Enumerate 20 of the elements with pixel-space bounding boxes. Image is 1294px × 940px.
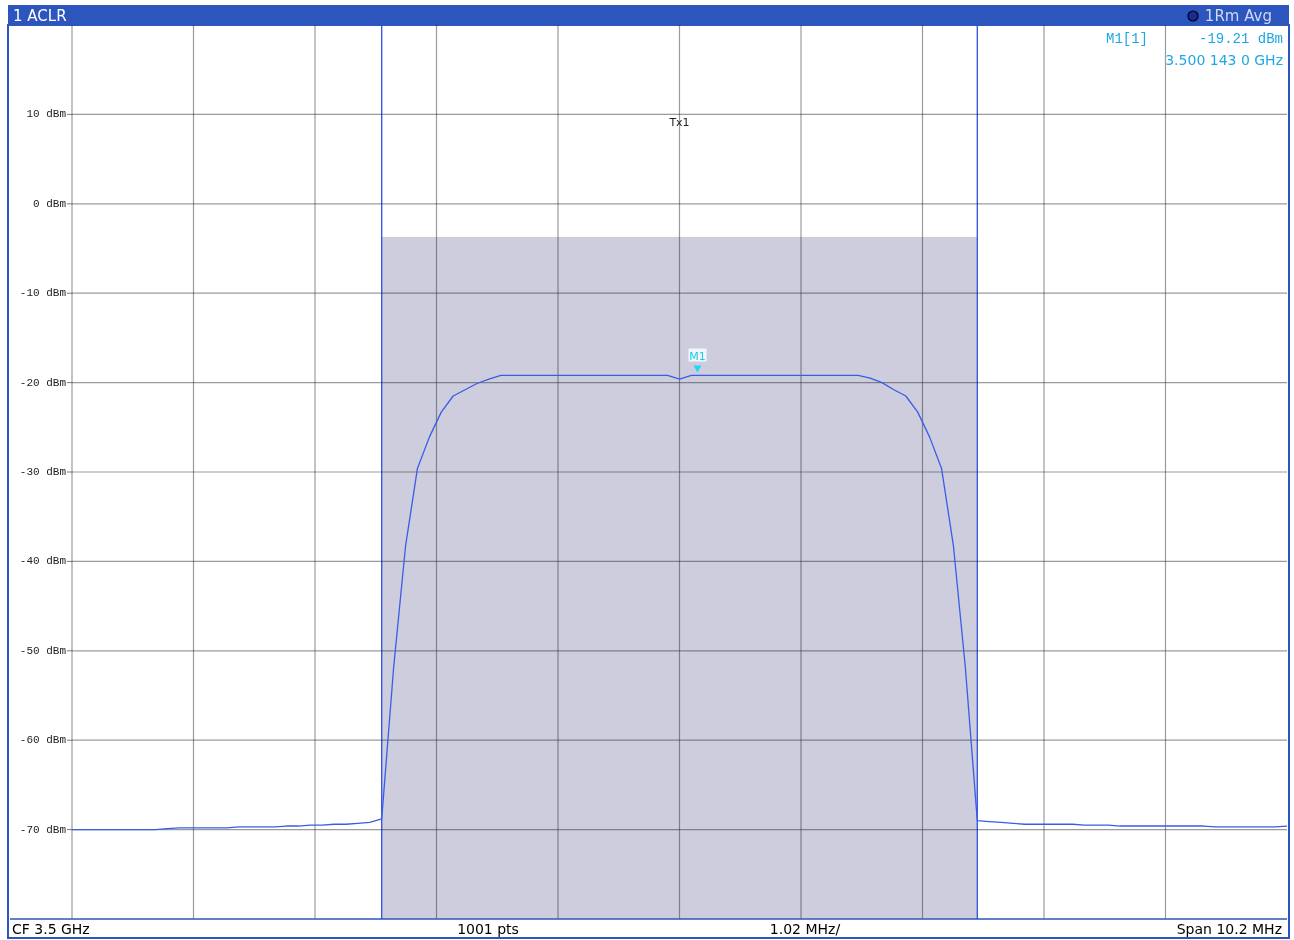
y-tick-label: -30 dBm bbox=[19, 466, 67, 478]
y-tick-label: -10 dBm bbox=[19, 287, 67, 300]
y-tick-label: -60 dBm bbox=[19, 734, 67, 747]
y-tick-label: -20 dBm bbox=[19, 376, 67, 389]
y-tick-label: 10 dBm bbox=[26, 108, 67, 121]
text: 1.02 MHz/ bbox=[769, 921, 841, 937]
y-tick-label: -70 dBm bbox=[19, 823, 67, 836]
text: 1001 pts bbox=[457, 921, 519, 937]
text: Span 10.2 MHz bbox=[1176, 921, 1282, 937]
y-tick-label: 0 dBm bbox=[32, 197, 67, 210]
annotation: Tx1 bbox=[668, 116, 690, 129]
annotation: M1[1] bbox=[1105, 31, 1148, 47]
text: 1Rm Avg bbox=[1204, 7, 1272, 25]
text: CF 3.5 GHz bbox=[12, 921, 90, 937]
annotation: -19.21 dBm bbox=[1198, 31, 1283, 47]
y-tick-label: -40 dBm bbox=[19, 555, 67, 568]
annotation: 3.500 143 0 GHz bbox=[1165, 52, 1283, 68]
annotation: M1 bbox=[689, 349, 706, 363]
chart-title: 1 ACLR bbox=[13, 7, 67, 25]
y-tick-label: -50 dBm bbox=[19, 644, 67, 657]
